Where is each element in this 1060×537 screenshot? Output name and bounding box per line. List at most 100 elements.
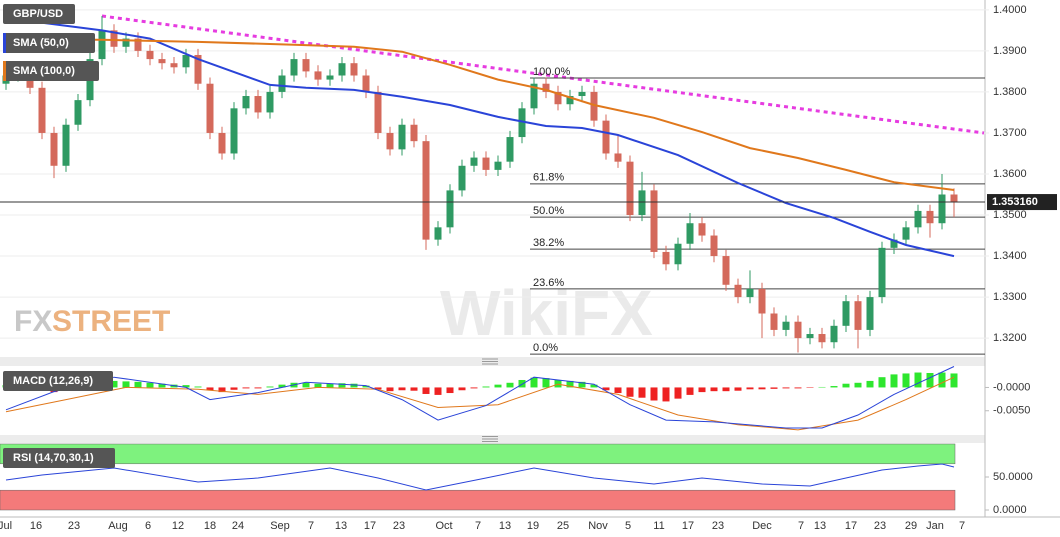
- macd-bar: [518, 379, 526, 388]
- candle-body: [110, 30, 118, 47]
- macd-bar: [686, 387, 694, 395]
- macd-bar: [134, 381, 142, 388]
- macd-bar: [566, 380, 574, 388]
- x-tick-label: 11: [653, 520, 664, 532]
- candle-body: [494, 161, 502, 170]
- candle-body: [134, 38, 142, 51]
- macd-bar: [842, 383, 850, 388]
- macd-bar: [326, 383, 334, 388]
- candle-body: [734, 284, 742, 298]
- macd-bar: [362, 385, 370, 388]
- macd-bar: [278, 384, 286, 388]
- macd-bar: [854, 382, 862, 388]
- macd-bar: [578, 381, 586, 388]
- legend-text: SMA (100,0): [13, 65, 75, 77]
- macd-bar: [482, 386, 490, 388]
- macd-bar: [230, 387, 238, 390]
- rsi-band: [0, 443, 956, 465]
- macd-bar: [158, 383, 166, 388]
- candle-body: [518, 108, 526, 138]
- watermark: FX: [14, 305, 52, 338]
- x-tick-label: 13: [814, 520, 826, 532]
- x-tick-label: 7: [798, 520, 804, 532]
- macd-bar: [338, 383, 346, 388]
- candle-body: [242, 96, 250, 109]
- candle-body: [890, 239, 898, 248]
- candle-body: [410, 124, 418, 142]
- candle-body: [746, 288, 754, 298]
- candle-body: [854, 301, 862, 330]
- macd-bar: [494, 384, 502, 388]
- macd-bar: [422, 387, 430, 394]
- macd-bar: [446, 387, 454, 394]
- fib-label: 23.6%: [533, 277, 564, 289]
- fib-label: 38.2%: [533, 237, 564, 249]
- candle-body: [554, 91, 562, 105]
- x-tick-label: 18: [204, 520, 216, 532]
- x-tick-label: 23: [712, 520, 724, 532]
- candle-body: [830, 325, 838, 343]
- candle-body: [578, 91, 586, 97]
- x-tick-label: 17: [364, 520, 376, 532]
- macd-bar: [830, 386, 838, 388]
- macd-bar: [926, 372, 934, 388]
- fib-label: 61.8%: [533, 172, 564, 184]
- macd-bar: [302, 382, 310, 388]
- x-tick-label: Aug: [108, 520, 128, 532]
- x-tick-label: 13: [499, 520, 511, 532]
- candle-body: [98, 30, 106, 60]
- rsi-line: [5, 463, 955, 491]
- macd-bar: [878, 377, 886, 388]
- candle-body: [614, 153, 622, 162]
- macd-bar: [122, 381, 130, 388]
- candle-body: [662, 251, 670, 265]
- legend-box: [3, 33, 95, 53]
- candle-body: [506, 137, 514, 162]
- macd-bar: [866, 380, 874, 388]
- candle-body: [482, 157, 490, 170]
- x-tick-label: 19: [527, 520, 539, 532]
- candle-body: [230, 108, 238, 154]
- legend-text: SMA (50,0): [13, 37, 69, 49]
- candle-body: [794, 321, 802, 339]
- macd-bar: [698, 387, 706, 393]
- x-tick-label: 12: [172, 520, 184, 532]
- candle-body: [434, 227, 442, 240]
- macd-bar: [110, 380, 118, 388]
- candle-body: [470, 157, 478, 166]
- y-tick-label: 1.3600: [993, 168, 1027, 180]
- x-tick-label: Jan: [926, 520, 944, 532]
- candle-body: [806, 334, 814, 339]
- macd-bar: [590, 384, 598, 388]
- candle-body: [650, 190, 658, 252]
- y-tick-label: 1.4000: [993, 4, 1027, 16]
- macd-bar: [182, 385, 190, 388]
- macd-bar: [350, 383, 358, 388]
- candle-body: [206, 83, 214, 133]
- candle-body: [362, 75, 370, 92]
- candle-body: [818, 334, 826, 343]
- legend-swatch: [3, 33, 6, 53]
- rsi-band: [0, 489, 956, 511]
- candle-body: [590, 91, 598, 121]
- y-tick-label: 50.0000: [993, 471, 1033, 483]
- candle-body: [50, 132, 58, 166]
- x-tick-label: 16: [30, 520, 42, 532]
- y-tick-label: 0.0000: [993, 504, 1027, 516]
- legend-text: GBP/USD: [13, 8, 63, 20]
- divider-handle: [482, 358, 498, 442]
- macd-bar: [194, 386, 202, 388]
- y-tick-label: -0.0000: [993, 381, 1030, 393]
- candle-body: [950, 194, 958, 202]
- macd-bar: [650, 387, 658, 401]
- y-tick-label: 1.3400: [993, 250, 1027, 262]
- macd-bar: [410, 387, 418, 391]
- y-tick-label: 1.3200: [993, 332, 1027, 344]
- candle-body: [914, 210, 922, 228]
- candle-body: [194, 54, 202, 84]
- macd-bar: [266, 386, 274, 388]
- candle-body: [146, 50, 154, 60]
- macd-bar: [602, 387, 610, 391]
- macd-bar: [242, 387, 250, 389]
